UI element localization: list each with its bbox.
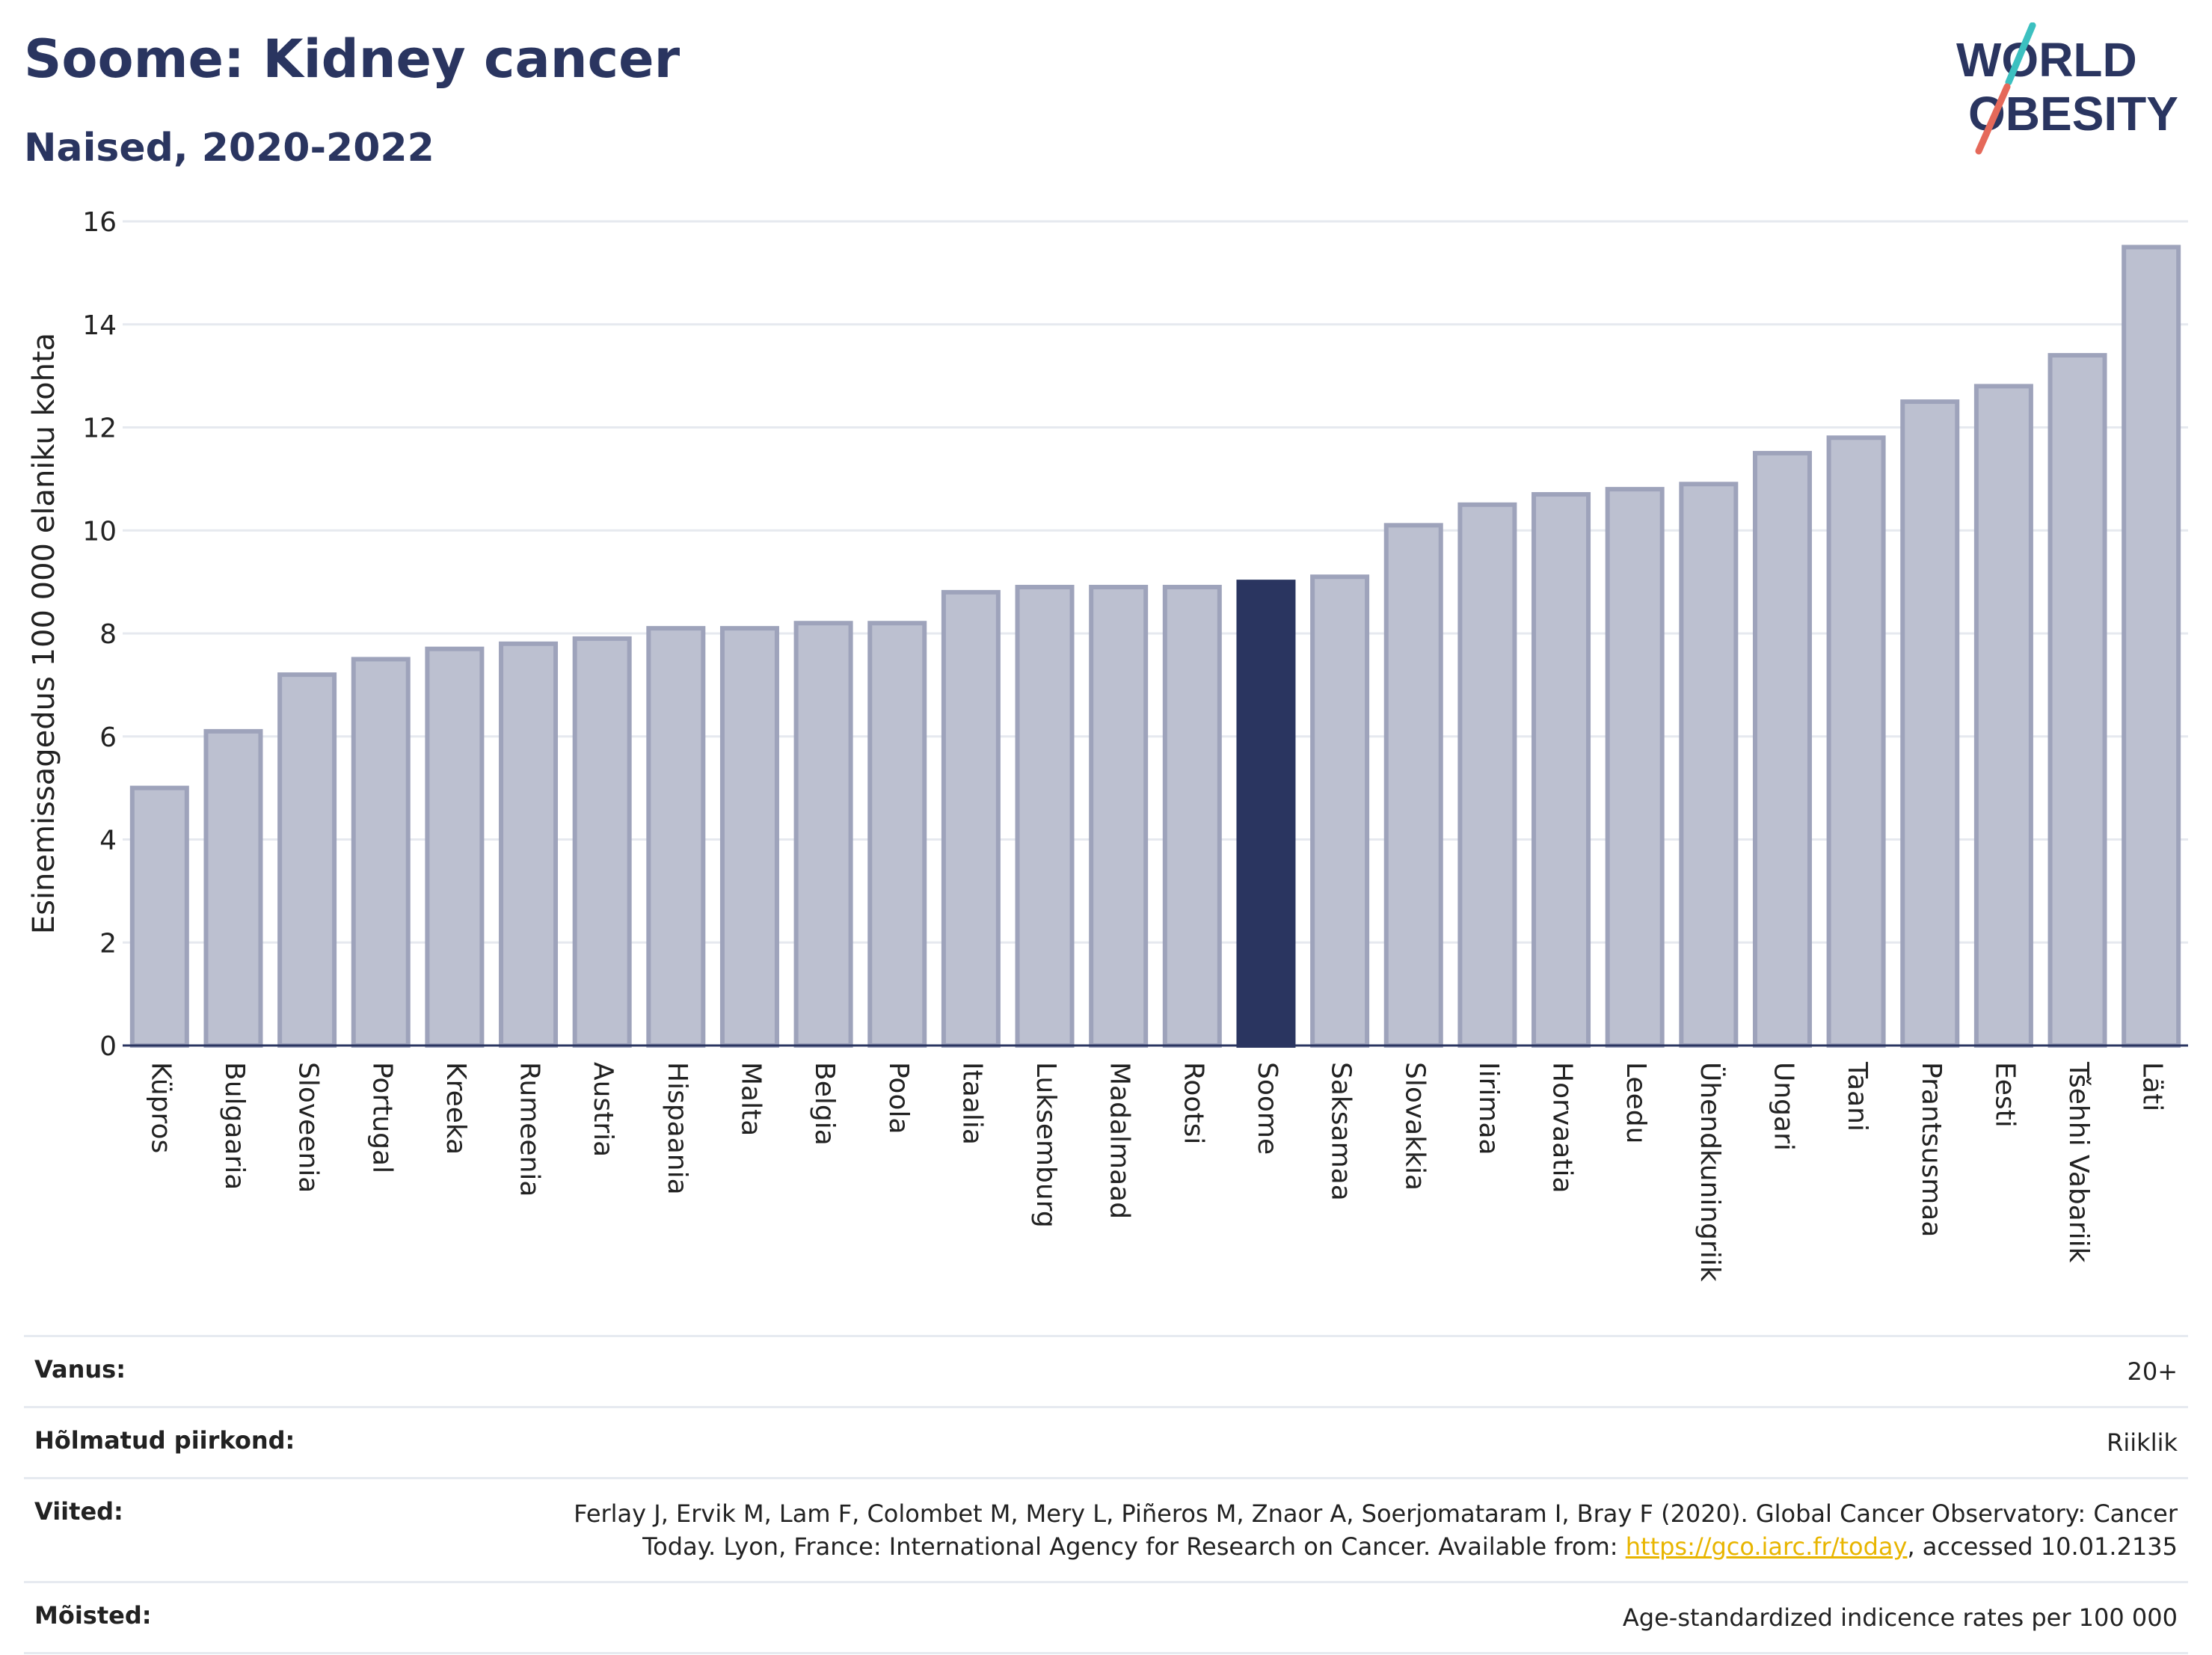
x-tick-label: Luksemburg bbox=[1030, 1062, 1061, 1228]
x-tick-label: Tšehhi Vabariik bbox=[2063, 1061, 2094, 1263]
world-obesity-logo: WORLD OBESITY bbox=[1956, 22, 2178, 155]
bar bbox=[1089, 585, 1149, 1048]
meta-row-references: Viited: Ferlay J, Ervik M, Lam F, Colomb… bbox=[24, 1477, 2188, 1581]
x-tick-label: Saksamaa bbox=[1326, 1062, 1357, 1201]
x-tick-label: Slovakkia bbox=[1399, 1062, 1430, 1191]
logo-slash-teal bbox=[2005, 22, 2036, 86]
meta-row-region: Hõlmatud piirkond: Riiklik bbox=[24, 1406, 2188, 1477]
meta-value-definitions: Age-standardized indicence rates per 100… bbox=[1622, 1603, 2178, 1632]
bar bbox=[1826, 435, 1886, 1048]
meta-value-age: 20+ bbox=[2127, 1357, 2178, 1386]
x-tick-label: Küpros bbox=[145, 1062, 176, 1153]
x-tick-label: Austria bbox=[588, 1062, 618, 1157]
x-tick-label: Leedu bbox=[1620, 1062, 1651, 1143]
bar bbox=[2047, 353, 2107, 1048]
y-tick-label: 8 bbox=[99, 619, 117, 650]
x-tick-label: Eesti bbox=[1989, 1062, 2020, 1128]
meta-label-references: Viited: bbox=[34, 1497, 123, 1526]
bar bbox=[351, 657, 411, 1048]
bar bbox=[1752, 450, 1812, 1048]
x-tick-label: Rumeenia bbox=[514, 1062, 545, 1197]
reference-accessed: , accessed 10.01.2135 bbox=[1907, 1532, 2178, 1561]
y-tick-label: 16 bbox=[82, 207, 117, 238]
meta-label-definitions: Mõisted: bbox=[34, 1601, 152, 1630]
logo-slash-coral bbox=[1975, 83, 2011, 155]
bar bbox=[793, 621, 853, 1048]
bar bbox=[499, 641, 559, 1048]
x-tick-label: Poola bbox=[883, 1062, 914, 1134]
bar bbox=[1310, 574, 1370, 1048]
page-title: Soome: Kidney cancer bbox=[24, 28, 681, 90]
reference-text: Ferlay J, Ervik M, Lam F, Colombet M, Me… bbox=[574, 1499, 2178, 1561]
bar bbox=[425, 646, 485, 1048]
meta-value-references: Ferlay J, Ervik M, Lam F, Colombet M, Me… bbox=[570, 1497, 2178, 1563]
page-subtitle: Naised, 2020-2022 bbox=[24, 126, 434, 171]
bar bbox=[129, 785, 189, 1048]
x-tick-label: Horvaatia bbox=[1547, 1062, 1578, 1194]
bar-highlight bbox=[1236, 580, 1296, 1048]
x-tick-label: Iirimaa bbox=[1473, 1062, 1504, 1155]
x-tick-label: Itaalia bbox=[956, 1062, 987, 1145]
y-tick-label: 0 bbox=[99, 1031, 117, 1062]
bar bbox=[1679, 482, 1739, 1048]
meta-row-age: Vanus: 20+ bbox=[24, 1335, 2188, 1406]
reference-link[interactable]: https://gco.iarc.fr/today bbox=[1625, 1532, 1908, 1561]
bar bbox=[1457, 502, 1517, 1048]
y-tick-label: 10 bbox=[82, 516, 117, 547]
bar bbox=[277, 672, 337, 1048]
bar bbox=[1531, 492, 1591, 1048]
bar bbox=[1900, 399, 1960, 1048]
x-tick-label: Ühendkuningriik bbox=[1695, 1062, 1726, 1282]
bar bbox=[719, 626, 779, 1048]
bar-chart: 0 2 4 6 8 10 12 14 16 Esinemissagedus 100 000 ela… bbox=[27, 207, 2188, 1282]
x-tick-label: Malta bbox=[735, 1062, 766, 1136]
meta-label-region: Hõlmatud piirkond: bbox=[34, 1426, 295, 1455]
bar bbox=[1015, 585, 1075, 1048]
bar bbox=[572, 636, 632, 1048]
y-tick-label: 14 bbox=[82, 310, 117, 341]
bar bbox=[867, 621, 927, 1048]
x-tick-label: Belgia bbox=[809, 1062, 840, 1146]
meta-label-age: Vanus: bbox=[34, 1355, 126, 1384]
y-axis-label: Esinemissagedus 100 000 elaniku kohta bbox=[27, 333, 61, 934]
meta-row-definitions: Mõisted: Age-standardized indicence rate… bbox=[24, 1581, 2188, 1654]
bar bbox=[2122, 245, 2181, 1048]
y-tick-label: 12 bbox=[82, 414, 117, 444]
x-tick-label: Taani bbox=[1842, 1061, 1872, 1132]
x-tick-label: Soome bbox=[1252, 1062, 1282, 1155]
bar bbox=[941, 589, 1001, 1048]
x-tick-label: Sloveenia bbox=[293, 1062, 324, 1193]
logo-text-world: WORLD bbox=[1956, 33, 2137, 87]
meta-value-region: Riiklik bbox=[2107, 1428, 2178, 1457]
x-tick-label: Bulgaaria bbox=[219, 1062, 250, 1190]
y-tick-label: 6 bbox=[99, 722, 117, 753]
x-tick-label: Rootsi bbox=[1178, 1062, 1208, 1144]
bar bbox=[1605, 487, 1665, 1048]
bar bbox=[646, 626, 706, 1048]
y-tick-label: 4 bbox=[99, 826, 117, 856]
x-tick-label: Prantsusmaa bbox=[1916, 1062, 1947, 1237]
x-tick-label: Läti bbox=[2137, 1062, 2168, 1111]
bar bbox=[1162, 585, 1222, 1048]
x-tick-label: Portugal bbox=[366, 1062, 397, 1173]
x-tick-label: Ungari bbox=[1768, 1062, 1798, 1151]
bar bbox=[1973, 384, 2033, 1048]
x-tick-label: Madalmaad bbox=[1105, 1062, 1135, 1219]
x-tick-label: Kreeka bbox=[440, 1062, 471, 1155]
bar bbox=[1383, 523, 1443, 1048]
x-tick-label: Hispaania bbox=[662, 1062, 692, 1195]
metadata-table: Vanus: 20+ Hõlmatud piirkond: Riiklik Vi… bbox=[24, 1335, 2188, 1654]
bar bbox=[203, 728, 263, 1048]
y-tick-label: 2 bbox=[99, 928, 117, 959]
